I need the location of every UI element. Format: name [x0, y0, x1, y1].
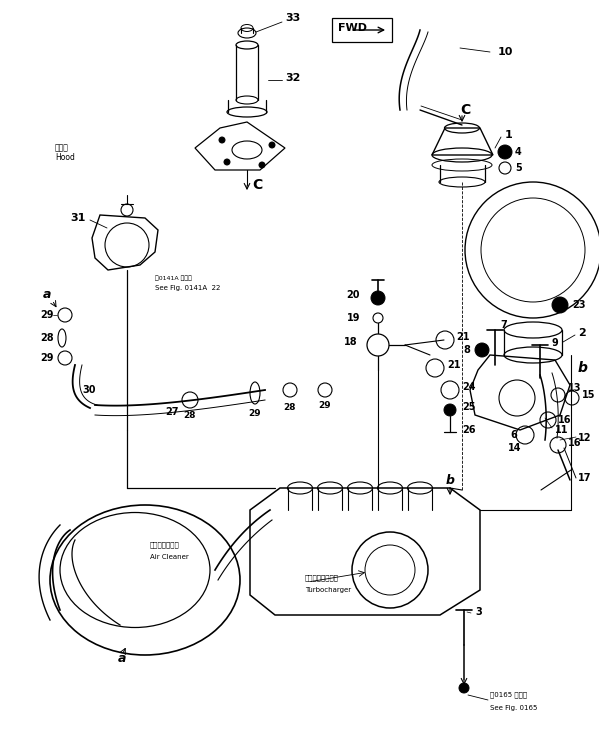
- Text: FWD: FWD: [338, 23, 367, 33]
- Text: エアークリーナ: エアークリーナ: [150, 542, 180, 548]
- Text: 図0141A 図参照: 図0141A 図参照: [155, 275, 192, 281]
- Text: 33: 33: [285, 13, 300, 23]
- Text: C: C: [252, 178, 262, 192]
- Circle shape: [552, 297, 568, 313]
- Text: 30: 30: [82, 385, 95, 395]
- Text: See Fig. 0141A  22: See Fig. 0141A 22: [155, 285, 220, 291]
- Text: 7: 7: [500, 320, 507, 330]
- Circle shape: [459, 683, 469, 693]
- Text: フード: フード: [55, 144, 69, 152]
- Text: ターボチャージャ: ターボチャージャ: [305, 575, 339, 581]
- Text: 29: 29: [40, 310, 53, 320]
- Circle shape: [371, 291, 385, 305]
- Text: 28: 28: [283, 403, 295, 413]
- Text: Turbocharger: Turbocharger: [305, 587, 351, 593]
- Text: b: b: [578, 361, 588, 375]
- Circle shape: [259, 162, 265, 168]
- Text: 13: 13: [568, 383, 582, 393]
- Text: 23: 23: [572, 300, 585, 310]
- Text: Air Cleaner: Air Cleaner: [150, 554, 189, 560]
- Text: b: b: [446, 474, 455, 487]
- Circle shape: [224, 159, 230, 165]
- Text: 29: 29: [40, 353, 53, 363]
- Text: 28: 28: [40, 333, 54, 343]
- Circle shape: [269, 142, 275, 148]
- Text: a: a: [43, 289, 52, 301]
- Text: 29: 29: [248, 408, 261, 418]
- Text: 3: 3: [475, 607, 482, 617]
- Text: 32: 32: [285, 73, 300, 83]
- Text: 21: 21: [456, 332, 470, 342]
- Text: 28: 28: [183, 410, 195, 419]
- Text: 11: 11: [555, 425, 568, 435]
- Text: 14: 14: [508, 443, 522, 453]
- Text: 12: 12: [578, 433, 591, 443]
- Text: a: a: [118, 652, 126, 665]
- Text: 19: 19: [346, 313, 360, 323]
- Text: 18: 18: [344, 337, 358, 347]
- Text: Hood: Hood: [55, 153, 75, 163]
- Text: 10: 10: [498, 47, 513, 57]
- Text: 6: 6: [510, 430, 517, 440]
- Text: 15: 15: [582, 390, 595, 400]
- Circle shape: [444, 404, 456, 416]
- Text: 16: 16: [568, 438, 582, 448]
- Circle shape: [498, 145, 512, 159]
- Text: 第0165 図参照: 第0165 図参照: [490, 692, 527, 699]
- Text: 27: 27: [165, 407, 179, 417]
- Text: 24: 24: [462, 382, 476, 392]
- Text: 17: 17: [578, 473, 591, 483]
- Text: C: C: [460, 103, 470, 117]
- Text: 31: 31: [70, 213, 86, 223]
- Text: 9: 9: [552, 338, 559, 348]
- Text: See Fig. 0165: See Fig. 0165: [490, 705, 537, 711]
- Circle shape: [219, 137, 225, 143]
- Text: 5: 5: [515, 163, 522, 173]
- Text: 1: 1: [505, 130, 513, 140]
- Circle shape: [475, 343, 489, 357]
- Text: 8: 8: [463, 345, 470, 355]
- Text: 25: 25: [462, 402, 476, 412]
- Text: 20: 20: [346, 290, 360, 300]
- Text: 29: 29: [318, 400, 331, 410]
- Text: 4: 4: [515, 147, 522, 157]
- Text: 26: 26: [462, 425, 476, 435]
- Text: 2: 2: [578, 328, 586, 338]
- Text: 16: 16: [558, 415, 571, 425]
- Text: 21: 21: [447, 360, 461, 370]
